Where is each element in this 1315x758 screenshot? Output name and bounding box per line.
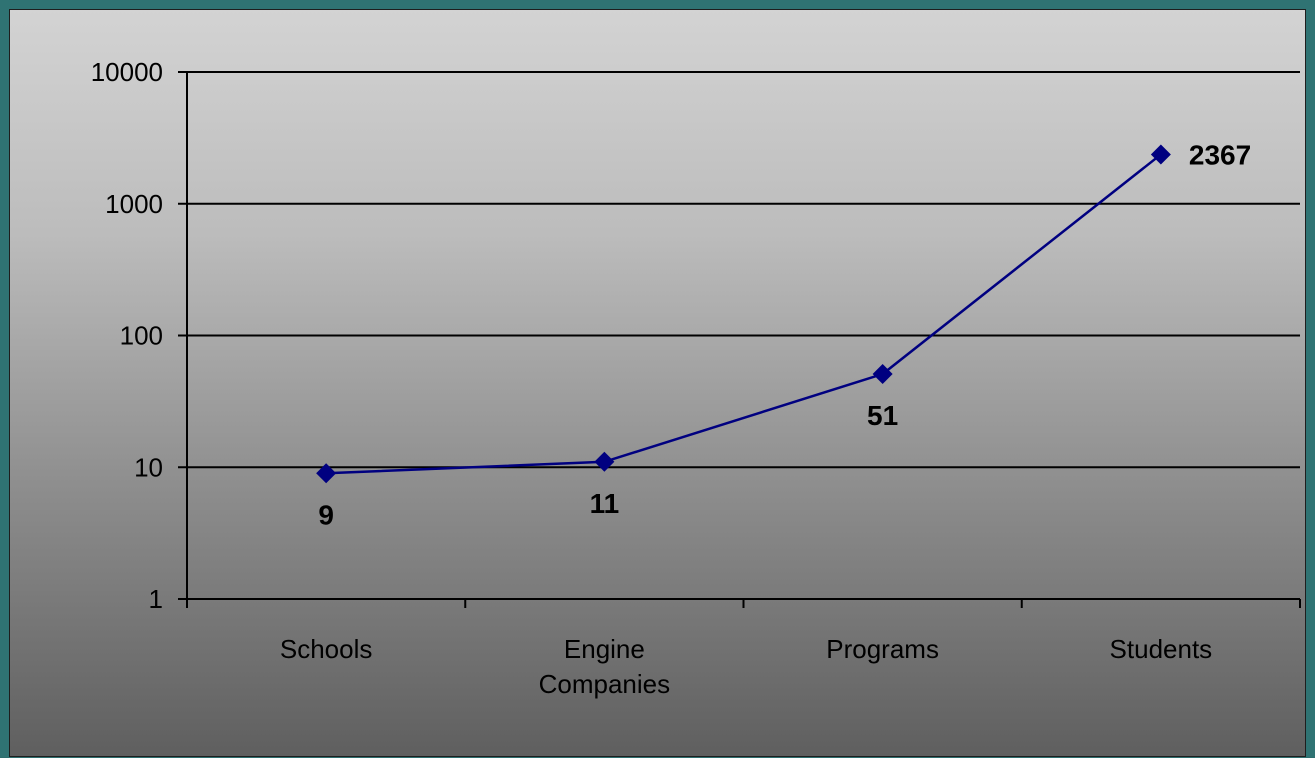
y-tick-label: 1000 — [105, 189, 163, 219]
data-label: 11 — [590, 488, 620, 519]
x-category-label: Engine — [564, 634, 645, 664]
x-category-label: Companies — [539, 669, 671, 699]
data-point-marker — [594, 451, 615, 472]
y-tick-label: 10 — [134, 452, 163, 482]
y-tick-label: 1 — [149, 584, 163, 614]
x-category-label: Programs — [826, 634, 939, 664]
y-tick-label: 10000 — [91, 57, 163, 87]
data-point-marker — [316, 463, 337, 484]
series-line — [326, 153, 1162, 475]
labels-layer: 9 11 51 2367 — [318, 139, 1251, 530]
line-chart: 1 10 100 1000 10000 Schools Engine Companies Pro… — [91, 57, 1301, 699]
data-point-marker — [872, 364, 893, 385]
gridlines — [187, 71, 1300, 469]
chart-panel: 1 10 100 1000 10000 Schools Engine Companies Pro… — [9, 9, 1306, 757]
series-layer — [316, 144, 1171, 484]
data-label: 9 — [318, 499, 334, 530]
y-tick-label: 100 — [120, 321, 163, 351]
x-category-label: Schools — [280, 634, 373, 664]
axes: 1 10 100 1000 10000 Schools Engine Companies Pro… — [91, 57, 1301, 699]
data-label: 2367 — [1189, 139, 1251, 170]
data-label: 51 — [867, 400, 898, 431]
x-category-label: Students — [1110, 634, 1213, 664]
data-point-marker — [1150, 144, 1171, 165]
